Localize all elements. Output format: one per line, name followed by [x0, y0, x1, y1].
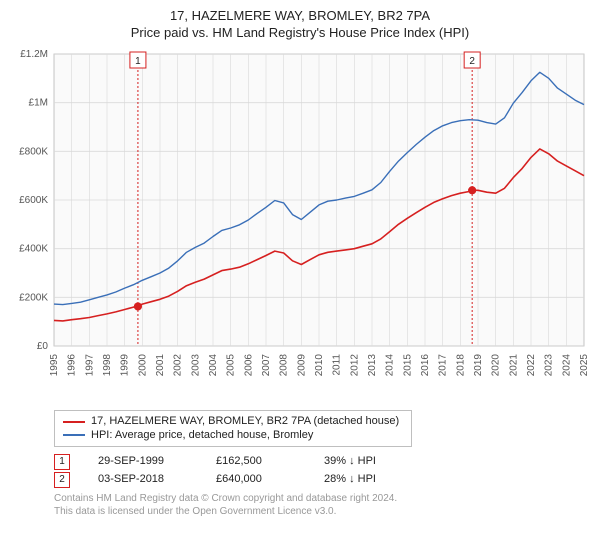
svg-text:1996: 1996: [67, 353, 78, 376]
svg-text:£600K: £600K: [19, 195, 48, 206]
svg-text:£200K: £200K: [19, 292, 48, 303]
svg-text:1999: 1999: [120, 353, 131, 376]
footer-line: Contains HM Land Registry data © Crown c…: [54, 492, 590, 505]
svg-text:2007: 2007: [261, 353, 272, 376]
chart-title: 17, HAZELMERE WAY, BROMLEY, BR2 7PA Pric…: [10, 8, 590, 42]
legend-label: HPI: Average price, detached house, Brom…: [91, 429, 313, 443]
chart-container: 17, HAZELMERE WAY, BROMLEY, BR2 7PA Pric…: [0, 0, 600, 524]
svg-text:£800K: £800K: [19, 146, 48, 157]
marker-date: 29-SEP-1999: [98, 453, 188, 471]
svg-text:2000: 2000: [137, 353, 148, 376]
marker-badge: 2: [54, 472, 70, 488]
svg-text:1998: 1998: [102, 353, 113, 376]
legend-item: HPI: Average price, detached house, Brom…: [63, 429, 403, 443]
svg-text:2008: 2008: [279, 353, 290, 376]
svg-text:£1M: £1M: [29, 97, 48, 108]
marker-row: 1 29-SEP-1999 £162,500 39% ↓ HPI: [54, 453, 590, 471]
svg-text:2014: 2014: [385, 353, 396, 376]
legend-swatch: [63, 434, 85, 436]
svg-text:2011: 2011: [332, 353, 343, 375]
svg-text:2024: 2024: [561, 353, 572, 376]
svg-text:2013: 2013: [367, 353, 378, 376]
footer-line: This data is licensed under the Open Gov…: [54, 505, 590, 518]
svg-text:2019: 2019: [473, 353, 484, 376]
svg-text:2005: 2005: [226, 353, 237, 376]
svg-text:2018: 2018: [455, 353, 466, 376]
title-line2: Price paid vs. HM Land Registry's House …: [10, 25, 590, 42]
svg-text:1997: 1997: [84, 353, 95, 376]
svg-text:2015: 2015: [402, 353, 413, 376]
svg-text:2012: 2012: [349, 353, 360, 376]
svg-text:£1.2M: £1.2M: [20, 49, 48, 60]
svg-text:2: 2: [469, 56, 475, 67]
legend: 17, HAZELMERE WAY, BROMLEY, BR2 7PA (det…: [54, 410, 412, 448]
marker-price: £640,000: [216, 471, 296, 489]
svg-text:1995: 1995: [49, 353, 60, 376]
svg-text:2017: 2017: [438, 353, 449, 376]
svg-text:2010: 2010: [314, 353, 325, 376]
svg-text:1: 1: [135, 56, 141, 67]
marker-delta: 28% ↓ HPI: [324, 471, 376, 489]
svg-text:2022: 2022: [526, 353, 537, 376]
marker-row: 2 03-SEP-2018 £640,000 28% ↓ HPI: [54, 471, 590, 489]
svg-text:2020: 2020: [491, 353, 502, 376]
title-line1: 17, HAZELMERE WAY, BROMLEY, BR2 7PA: [10, 8, 590, 25]
legend-label: 17, HAZELMERE WAY, BROMLEY, BR2 7PA (det…: [91, 415, 399, 429]
svg-text:2002: 2002: [173, 353, 184, 376]
marker-price: £162,500: [216, 453, 296, 471]
marker-date: 03-SEP-2018: [98, 471, 188, 489]
svg-text:2021: 2021: [508, 353, 519, 376]
marker-delta: 39% ↓ HPI: [324, 453, 376, 471]
svg-text:2001: 2001: [155, 353, 166, 376]
chart-svg: £0 £200K £400K £600K £800K £1M £1.2M 1995 1996 19…: [10, 46, 590, 406]
svg-text:2003: 2003: [190, 353, 201, 376]
marker-table: 1 29-SEP-1999 £162,500 39% ↓ HPI 2 03-SE…: [54, 453, 590, 488]
svg-text:2009: 2009: [296, 353, 307, 376]
chart-footer: Contains HM Land Registry data © Crown c…: [54, 492, 590, 518]
svg-text:2016: 2016: [420, 353, 431, 376]
chart-plot: £0 £200K £400K £600K £800K £1M £1.2M 1995 1996 19…: [10, 46, 590, 406]
marker-badge: 1: [54, 454, 70, 470]
svg-text:2006: 2006: [243, 353, 254, 376]
svg-text:2023: 2023: [544, 353, 555, 376]
svg-text:£0: £0: [37, 341, 49, 352]
svg-text:£400K: £400K: [19, 243, 48, 254]
legend-item: 17, HAZELMERE WAY, BROMLEY, BR2 7PA (det…: [63, 415, 403, 429]
svg-text:2004: 2004: [208, 353, 219, 376]
svg-text:2025: 2025: [579, 353, 590, 376]
legend-swatch: [63, 421, 85, 423]
